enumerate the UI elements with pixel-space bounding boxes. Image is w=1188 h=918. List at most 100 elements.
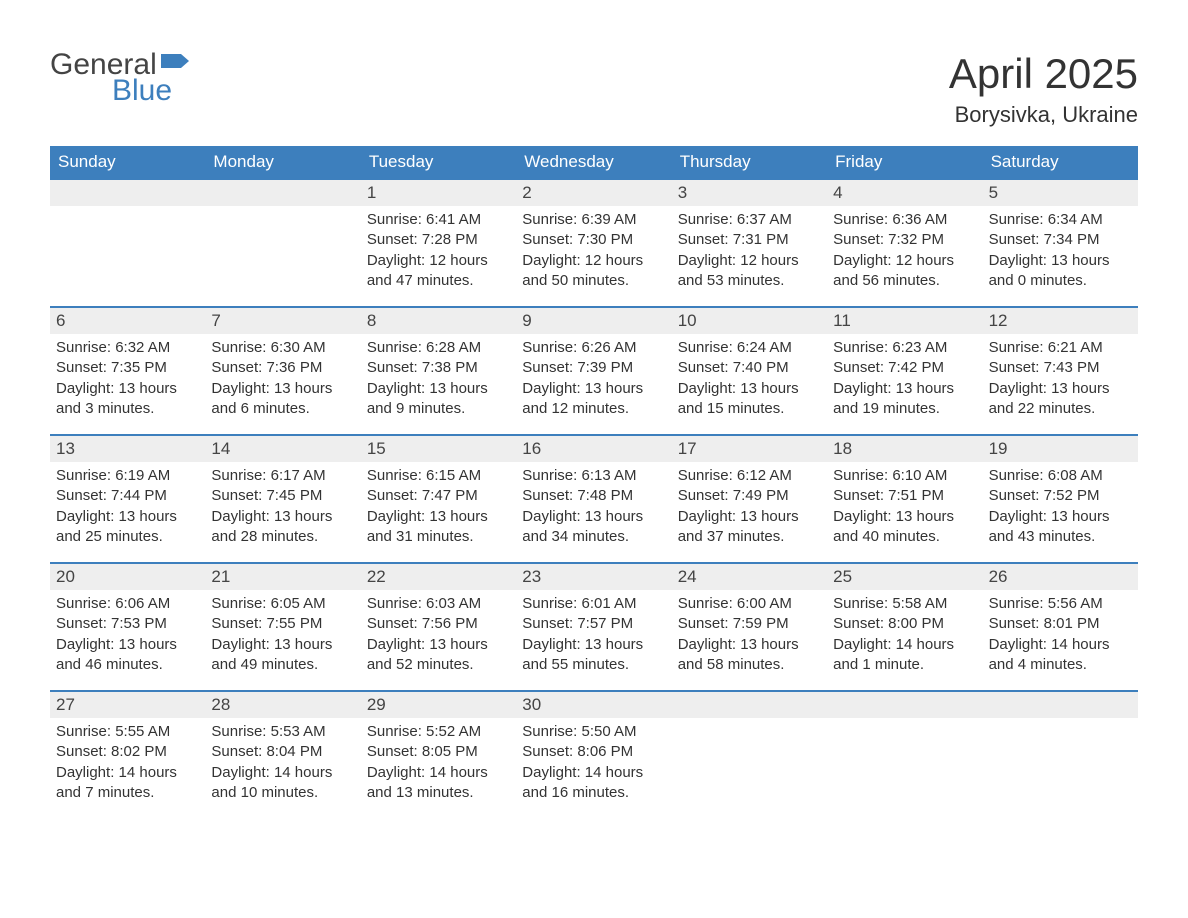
sunrise-line: Sunrise: 6:19 AM <box>56 466 199 486</box>
sunrise-line: Sunrise: 6:03 AM <box>367 594 510 614</box>
calendar-cell: 3Sunrise: 6:37 AMSunset: 7:31 PMDaylight… <box>672 178 827 306</box>
day-number: 27 <box>50 692 205 718</box>
daylight-line: Daylight: 12 hours and 50 minutes. <box>522 251 665 292</box>
daylight-line: Daylight: 12 hours and 56 minutes. <box>833 251 976 292</box>
sunset-line: Sunset: 7:36 PM <box>211 358 354 378</box>
day-data: Sunrise: 6:39 AMSunset: 7:30 PMDaylight:… <box>516 206 671 303</box>
sunrise-line: Sunrise: 6:30 AM <box>211 338 354 358</box>
calendar-cell: 6Sunrise: 6:32 AMSunset: 7:35 PMDaylight… <box>50 306 205 434</box>
sunset-line: Sunset: 7:53 PM <box>56 614 199 634</box>
sunset-line: Sunset: 7:35 PM <box>56 358 199 378</box>
day-number: 16 <box>516 436 671 462</box>
sunrise-line: Sunrise: 5:55 AM <box>56 722 199 742</box>
sunrise-line: Sunrise: 6:37 AM <box>678 210 821 230</box>
day-number: 25 <box>827 564 982 590</box>
daylight-line: Daylight: 12 hours and 53 minutes. <box>678 251 821 292</box>
daylight-line: Daylight: 13 hours and 52 minutes. <box>367 635 510 676</box>
day-number: 13 <box>50 436 205 462</box>
day-number: 23 <box>516 564 671 590</box>
sunrise-line: Sunrise: 6:10 AM <box>833 466 976 486</box>
daylight-line: Daylight: 13 hours and 31 minutes. <box>367 507 510 548</box>
day-number: 1 <box>361 180 516 206</box>
daylight-line: Daylight: 13 hours and 15 minutes. <box>678 379 821 420</box>
day-number: 3 <box>672 180 827 206</box>
day-number <box>672 692 827 718</box>
day-data: Sunrise: 6:37 AMSunset: 7:31 PMDaylight:… <box>672 206 827 303</box>
day-number: 19 <box>983 436 1138 462</box>
day-number: 21 <box>205 564 360 590</box>
day-data: Sunrise: 6:41 AMSunset: 7:28 PMDaylight:… <box>361 206 516 303</box>
sunrise-line: Sunrise: 6:23 AM <box>833 338 976 358</box>
title-block: April 2025 Borysivka, Ukraine <box>949 50 1138 138</box>
calendar-cell: 28Sunrise: 5:53 AMSunset: 8:04 PMDayligh… <box>205 690 360 818</box>
calendar-cell: 4Sunrise: 6:36 AMSunset: 7:32 PMDaylight… <box>827 178 982 306</box>
day-number: 5 <box>983 180 1138 206</box>
logo-flag-icon <box>161 50 189 72</box>
calendar-cell: 24Sunrise: 6:00 AMSunset: 7:59 PMDayligh… <box>672 562 827 690</box>
sunset-line: Sunset: 7:39 PM <box>522 358 665 378</box>
day-header: Wednesday <box>516 146 671 178</box>
sunrise-line: Sunrise: 6:39 AM <box>522 210 665 230</box>
day-data: Sunrise: 6:36 AMSunset: 7:32 PMDaylight:… <box>827 206 982 303</box>
daylight-line: Daylight: 13 hours and 40 minutes. <box>833 507 976 548</box>
day-number: 18 <box>827 436 982 462</box>
day-data: Sunrise: 6:01 AMSunset: 7:57 PMDaylight:… <box>516 590 671 687</box>
sunrise-line: Sunrise: 6:00 AM <box>678 594 821 614</box>
day-data: Sunrise: 6:17 AMSunset: 7:45 PMDaylight:… <box>205 462 360 559</box>
day-number: 22 <box>361 564 516 590</box>
day-number <box>827 692 982 718</box>
daylight-line: Daylight: 14 hours and 4 minutes. <box>989 635 1132 676</box>
sunrise-line: Sunrise: 5:50 AM <box>522 722 665 742</box>
calendar-cell: 22 Sunrise: 6:03 AMSunset: 7:56 PMDayligh… <box>361 562 516 690</box>
day-data: Sunrise: 6:24 AMSunset: 7:40 PMDaylight:… <box>672 334 827 431</box>
day-number: 29 <box>361 692 516 718</box>
sunset-line: Sunset: 7:40 PM <box>678 358 821 378</box>
calendar-cell: 16Sunrise: 6:13 AMSunset: 7:48 PMDayligh… <box>516 434 671 562</box>
calendar-cell-empty <box>205 178 360 306</box>
daylight-line: Daylight: 13 hours and 49 minutes. <box>211 635 354 676</box>
calendar-cell: 2Sunrise: 6:39 AMSunset: 7:30 PMDaylight… <box>516 178 671 306</box>
calendar-cell-empty <box>827 690 982 818</box>
sunrise-line: Sunrise: 6:08 AM <box>989 466 1132 486</box>
sunset-line: Sunset: 7:48 PM <box>522 486 665 506</box>
day-data: Sunrise: 5:58 AMSunset: 8:00 PMDaylight:… <box>827 590 982 687</box>
sunset-line: Sunset: 7:44 PM <box>56 486 199 506</box>
calendar-cell: 17Sunrise: 6:12 AMSunset: 7:49 PMDayligh… <box>672 434 827 562</box>
calendar-cell: 1Sunrise: 6:41 AMSunset: 7:28 PMDaylight… <box>361 178 516 306</box>
day-number: 10 <box>672 308 827 334</box>
sunrise-line: Sunrise: 6:28 AM <box>367 338 510 358</box>
day-header: Saturday <box>983 146 1138 178</box>
calendar-cell: 9Sunrise: 6:26 AMSunset: 7:39 PMDaylight… <box>516 306 671 434</box>
daylight-line: Daylight: 12 hours and 47 minutes. <box>367 251 510 292</box>
calendar-cell-empty <box>672 690 827 818</box>
day-header: Sunday <box>50 146 205 178</box>
day-number: 6 <box>50 308 205 334</box>
day-data: Sunrise: 5:56 AMSunset: 8:01 PMDaylight:… <box>983 590 1138 687</box>
sunrise-line: Sunrise: 6:05 AM <box>211 594 354 614</box>
sunrise-line: Sunrise: 6:26 AM <box>522 338 665 358</box>
sunset-line: Sunset: 7:56 PM <box>367 614 510 634</box>
daylight-line: Daylight: 14 hours and 7 minutes. <box>56 763 199 804</box>
daylight-line: Daylight: 13 hours and 3 minutes. <box>56 379 199 420</box>
calendar-cell: 13Sunrise: 6:19 AMSunset: 7:44 PMDayligh… <box>50 434 205 562</box>
day-data: Sunrise: 6:32 AMSunset: 7:35 PMDaylight:… <box>50 334 205 431</box>
calendar-cell: 23Sunrise: 6:01 AMSunset: 7:57 PMDayligh… <box>516 562 671 690</box>
calendar-grid: SundayMondayTuesdayWednesdayThursdayFrid… <box>50 146 1138 818</box>
sunset-line: Sunset: 7:28 PM <box>367 230 510 250</box>
sunrise-line: Sunrise: 6:01 AM <box>522 594 665 614</box>
day-data: Sunrise: 5:55 AMSunset: 8:02 PMDaylight:… <box>50 718 205 815</box>
sunset-line: Sunset: 7:47 PM <box>367 486 510 506</box>
sunrise-line: Sunrise: 6:24 AM <box>678 338 821 358</box>
sunset-line: Sunset: 7:34 PM <box>989 230 1132 250</box>
sunrise-line: Sunrise: 6:32 AM <box>56 338 199 358</box>
sunset-line: Sunset: 7:45 PM <box>211 486 354 506</box>
calendar-cell: 7Sunrise: 6:30 AMSunset: 7:36 PMDaylight… <box>205 306 360 434</box>
calendar-cell-empty <box>983 690 1138 818</box>
sunset-line: Sunset: 7:42 PM <box>833 358 976 378</box>
day-data: Sunrise: 5:50 AMSunset: 8:06 PMDaylight:… <box>516 718 671 815</box>
day-number: 7 <box>205 308 360 334</box>
day-number: 14 <box>205 436 360 462</box>
sunset-line: Sunset: 7:30 PM <box>522 230 665 250</box>
sunset-line: Sunset: 8:02 PM <box>56 742 199 762</box>
sunset-line: Sunset: 7:43 PM <box>989 358 1132 378</box>
